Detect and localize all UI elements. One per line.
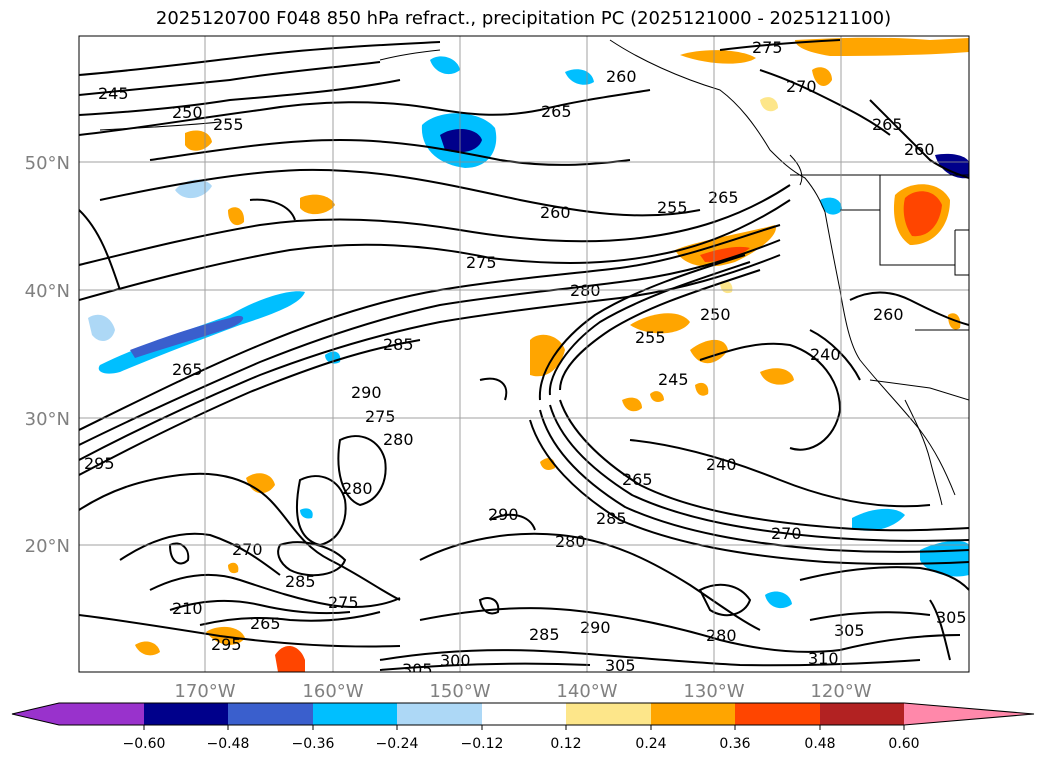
contour-label: 265 xyxy=(541,102,572,121)
colorbar-bin xyxy=(144,703,228,725)
colorbar-bin xyxy=(735,703,820,725)
contour-label: 275 xyxy=(466,253,497,272)
contour-label: 305 xyxy=(834,621,865,640)
contour-label: 295 xyxy=(84,454,115,473)
contour-label: 275 xyxy=(365,407,396,426)
contour-label: 290 xyxy=(488,505,519,524)
contour-label: 290 xyxy=(580,618,611,637)
colorbar-bin xyxy=(228,703,313,725)
contour-label: 270 xyxy=(786,77,817,96)
contour-label: 255 xyxy=(657,198,688,217)
contour-label: 265 xyxy=(250,614,281,633)
contour-label: 245 xyxy=(658,370,689,389)
contour-label: 285 xyxy=(529,625,560,644)
contour-label: 245 xyxy=(98,84,129,103)
contour-label: 260 xyxy=(904,140,935,159)
contour-label: 275 xyxy=(752,38,783,57)
contour-label: 285 xyxy=(383,335,414,354)
contour-label: 265 xyxy=(622,470,653,489)
colorbar-bin xyxy=(482,703,566,725)
contour-label: 210 xyxy=(172,599,203,618)
lon-label: 160°W xyxy=(302,681,363,702)
lon-label: 140°W xyxy=(556,681,617,702)
contour-label: 265 xyxy=(172,360,203,379)
colorbar-tick-label: −0.12 xyxy=(461,736,504,752)
colorbar-tick-label: −0.48 xyxy=(207,736,250,752)
colorbar-bin xyxy=(59,703,144,725)
colorbar-tick-label: 0.48 xyxy=(804,736,835,752)
map-layer: 245 250 255 265 260 275 270 265 260 260 … xyxy=(79,36,969,679)
coastlines xyxy=(99,39,969,506)
colorbar-outline xyxy=(11,702,1035,726)
contour-label: 285 xyxy=(285,572,316,591)
contour-label: 270 xyxy=(232,540,263,559)
contour-label: 240 xyxy=(706,455,737,474)
contour-label: 290 xyxy=(351,383,382,402)
colorbar-bin xyxy=(566,703,651,725)
contour-label: 255 xyxy=(213,115,244,134)
contour-label: 280 xyxy=(342,479,373,498)
contour-label: 250 xyxy=(700,305,731,324)
contour-label: 265 xyxy=(708,188,739,207)
contour-label: 310 xyxy=(808,649,839,668)
contour-labels: 245 250 255 265 260 275 270 265 260 260 … xyxy=(84,38,967,679)
contour-label: 280 xyxy=(706,626,737,645)
plot-area xyxy=(79,36,969,672)
contour-label: 305 xyxy=(605,656,636,675)
plot-frame xyxy=(78,35,970,673)
contour-label: 280 xyxy=(383,430,414,449)
lat-label: 30°N xyxy=(25,409,70,430)
lat-label: 50°N xyxy=(25,153,70,174)
contour-label: 260 xyxy=(873,305,904,324)
colorbar: −0.60 −0.48 −0.36 −0.24 −0.12 0.12 0.24 … xyxy=(11,702,1035,752)
contour-label: 285 xyxy=(596,509,627,528)
colorbar-tick-label: −0.60 xyxy=(123,736,166,752)
contour-label: 270 xyxy=(771,524,802,543)
colorbar-extend-high xyxy=(904,703,1034,725)
contour-label: 260 xyxy=(540,203,571,222)
colorbar-tick-label: 0.24 xyxy=(635,736,666,752)
contour-label: 280 xyxy=(555,532,586,551)
contour-label: 260 xyxy=(606,67,637,86)
colorbar-tick-label: 0.60 xyxy=(888,736,919,752)
contour-label: 305 xyxy=(936,608,967,627)
lon-label: 120°W xyxy=(810,681,871,702)
contour-label: 305 xyxy=(402,660,433,679)
colorbar-extend-low xyxy=(12,703,59,725)
colorbar-tick-label: −0.36 xyxy=(292,736,335,752)
contour-label: 300 xyxy=(440,651,471,670)
contour-label: 275 xyxy=(328,593,359,612)
contour-label: 240 xyxy=(810,345,841,364)
contour-label: 255 xyxy=(635,328,666,347)
colorbar-bin xyxy=(651,703,735,725)
lon-label: 130°W xyxy=(683,681,744,702)
colorbar-bin xyxy=(820,703,904,725)
colorbar-tick-label: 0.36 xyxy=(719,736,750,752)
contour-label: 250 xyxy=(172,103,203,122)
contour-label: 265 xyxy=(872,115,903,134)
lon-label: 150°W xyxy=(429,681,490,702)
contour-label: 295 xyxy=(211,635,242,654)
colorbar-tick-label: 0.12 xyxy=(550,736,581,752)
precip-shading xyxy=(88,37,969,672)
latitude-labels: 50°N 40°N 30°N 20°N xyxy=(25,153,70,557)
graticule xyxy=(79,36,969,672)
colorbar-bin xyxy=(313,703,397,725)
lon-label: 170°W xyxy=(174,681,235,702)
lat-label: 20°N xyxy=(25,536,70,557)
colorbar-bin xyxy=(397,703,482,725)
refractivity-contours xyxy=(79,39,969,671)
map-title: 2025120700 F048 850 hPa refract., precip… xyxy=(155,8,892,29)
colorbar-tick-label: −0.24 xyxy=(376,736,419,752)
lat-label: 40°N xyxy=(25,281,70,302)
longitude-labels: 170°W 160°W 150°W 140°W 130°W 120°W xyxy=(174,681,871,702)
